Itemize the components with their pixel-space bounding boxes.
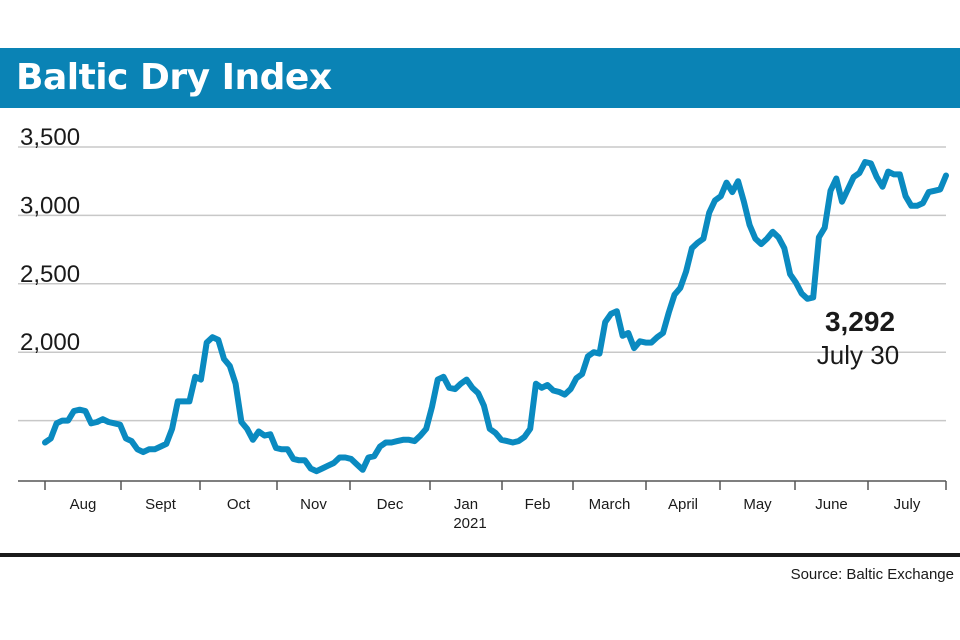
x-tick-label: Sept <box>145 496 177 513</box>
source-note: Source: Baltic Exchange <box>790 566 954 583</box>
y-tick-label: 2,500 <box>20 261 80 288</box>
y-tick-label: 3,000 <box>20 192 80 219</box>
x-axis: Aug Sept Oct Nov Dec Jan 2021 Feb March April May J… <box>18 480 947 532</box>
x-tick-label: May <box>743 496 772 513</box>
y-tick-label: 2,000 <box>20 329 80 356</box>
chart-title: Baltic Dry Index <box>16 57 332 98</box>
gridlines <box>18 146 946 422</box>
title-bar <box>0 48 960 108</box>
x-tick-label: April <box>668 496 698 513</box>
x-year-label: 2021 <box>453 515 486 532</box>
x-tick-label: Nov <box>300 496 327 513</box>
x-tick-label: June <box>815 496 848 513</box>
x-tick-label: Jan <box>454 496 478 513</box>
y-tick-label: 3,500 <box>20 124 80 151</box>
x-tick-label: Oct <box>227 496 251 513</box>
annotation-value: 3,292 <box>825 306 895 337</box>
line-chart: 3,500 3,000 2,500 2,000 Aug Sept Oct Nov Dec Jan… <box>18 124 949 532</box>
bottom-rule <box>0 553 960 557</box>
x-tick-label: Dec <box>377 496 404 513</box>
annotation-date: July 30 <box>817 340 899 370</box>
y-tick-labels: 3,500 3,000 2,500 2,000 <box>20 124 80 356</box>
x-tick-label: March <box>589 496 631 513</box>
x-tick-label: July <box>894 496 921 513</box>
series-line <box>42 159 949 475</box>
x-tick-label: Feb <box>525 496 551 513</box>
x-tick-label: Aug <box>70 496 97 513</box>
